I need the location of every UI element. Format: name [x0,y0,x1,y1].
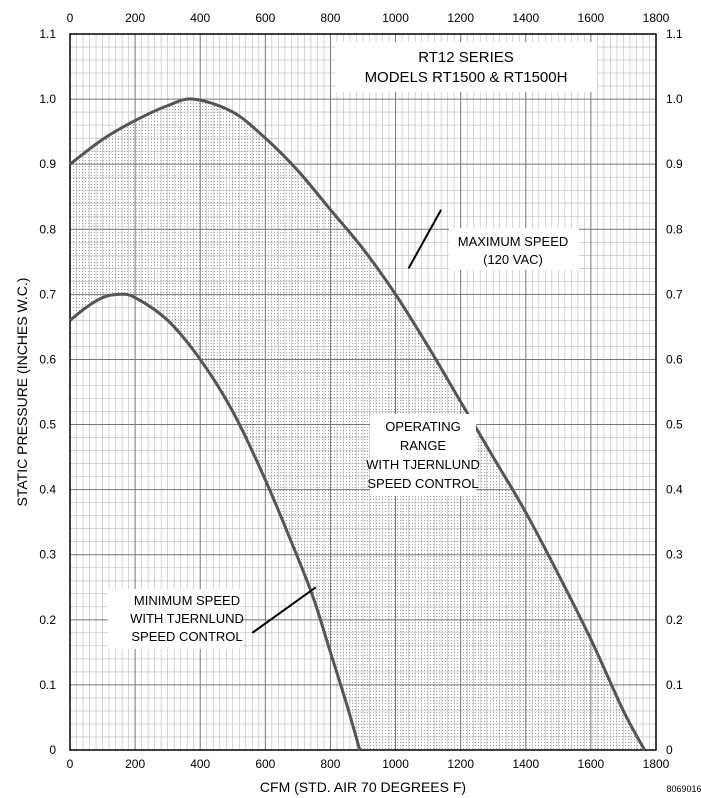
x-tick-label-bottom: 1000 [382,757,409,771]
min-speed-label-line3: SPEED CONTROL [131,629,242,644]
y-tick-label-right: 0.3 [666,548,683,562]
y-tick-label-right: 0.7 [666,287,683,301]
x-tick-label-bottom: 200 [125,757,145,771]
operating-range-label-line2: RANGE [400,438,447,453]
operating-range-label-line4: SPEED CONTROL [367,476,478,491]
x-tick-label-top: 800 [320,11,340,25]
y-tick-label-left: 0.2 [39,613,56,627]
y-tick-label-right: 0 [666,743,673,757]
y-tick-label-left: 0.5 [39,418,56,432]
max-speed-label-box [449,228,579,270]
x-tick-label-top: 1000 [382,11,409,25]
operating-range-label-box [370,414,476,496]
y-tick-label-right: 0.2 [666,613,683,627]
plot-frame [69,33,657,751]
figure-code: 8069016 [666,784,701,794]
y-tick-label-left: 0.8 [39,222,56,236]
y-tick-label-right: 0.9 [666,157,683,171]
annotation-leaders [251,209,443,634]
y-tick-label-left: 1.0 [39,92,56,106]
x-tick-label-top: 1800 [643,11,670,25]
min-speed-curve [69,292,362,751]
y-tick-label-left: 0.3 [39,548,56,562]
x-tick-label-bottom: 1600 [578,757,605,771]
x-tick-label-bottom: 800 [320,757,340,771]
y-tick-label-right: 1.0 [666,92,683,106]
x-tick-label-bottom: 1400 [512,757,539,771]
max-speed-label-line1: MAXIMUM SPEED [458,234,569,249]
y-tick-label-right: 1.1 [666,27,683,41]
min-speed-label-box [108,589,240,649]
y-tick-label-right: 0.1 [666,678,683,692]
x-tick-label-top: 1200 [447,11,474,25]
min-speed-leader-line [251,586,317,634]
tick-labels: 0020020040040060060080080010001000120012… [39,11,683,771]
y-tick-label-left: 0.7 [39,287,56,301]
y-tick-label-left: 1.1 [39,27,56,41]
x-tick-label-top: 400 [190,11,210,25]
series-curves [69,97,646,751]
x-tick-label-top: 1600 [578,11,605,25]
y-tick-label-left: 0.1 [39,678,56,692]
x-tick-label-top: 600 [255,11,275,25]
x-tick-label-bottom: 1200 [447,757,474,771]
min-speed-label-line1: MINIMUM SPEED [134,593,240,608]
chart-title-line1: RT12 SERIES [418,49,514,66]
x-tick-label-bottom: 600 [255,757,275,771]
x-axis-title: CFM (STD. AIR 70 DEGREES F) [260,779,466,795]
y-tick-label-left: 0.6 [39,352,56,366]
x-tick-label-top: 0 [67,11,74,25]
y-tick-label-right: 0.8 [666,222,683,236]
y-tick-label-right: 0.6 [666,352,683,366]
y-tick-label-right: 0.5 [666,418,683,432]
x-tick-label-bottom: 0 [67,757,74,771]
x-tick-label-top: 1400 [512,11,539,25]
x-tick-label-top: 200 [125,11,145,25]
max-speed-label-line2: (120 VAC) [483,252,543,267]
y-tick-label-left: 0.4 [39,483,56,497]
y-tick-label-left: 0 [49,743,56,757]
y-tick-label-left: 0.9 [39,157,56,171]
x-tick-label-bottom: 400 [190,757,210,771]
y-tick-label-right: 0.4 [666,483,683,497]
title-box [335,42,597,92]
operating-range-label-line3: WITH TJERNLUND [366,457,480,472]
chart-title-line2: MODELS RT1500 & RT1500H [365,69,568,86]
y-axis-title: STATIC PRESSURE (INCHES W.C.) [14,278,30,507]
x-tick-label-bottom: 1800 [643,757,670,771]
max-speed-leader-line [407,209,443,269]
min-speed-label-line2: WITH TJERNLUND [130,611,244,626]
max-speed-curve [69,97,646,751]
operating-range-label-line1: OPERATING [385,419,461,434]
